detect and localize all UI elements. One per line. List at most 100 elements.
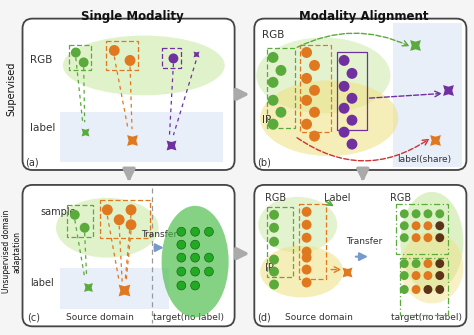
- Circle shape: [435, 221, 444, 230]
- Ellipse shape: [63, 36, 225, 95]
- Text: label(share): label(share): [397, 155, 451, 164]
- Bar: [60, 112, 223, 162]
- Text: sample: sample: [40, 207, 76, 217]
- Ellipse shape: [56, 198, 159, 258]
- Circle shape: [177, 227, 186, 236]
- Circle shape: [71, 48, 81, 58]
- Circle shape: [269, 210, 279, 220]
- Circle shape: [338, 81, 349, 92]
- Circle shape: [423, 285, 432, 294]
- Circle shape: [102, 204, 113, 215]
- Circle shape: [423, 221, 432, 230]
- Circle shape: [309, 85, 320, 96]
- Circle shape: [400, 285, 409, 294]
- Circle shape: [435, 271, 444, 280]
- Circle shape: [301, 247, 311, 257]
- Circle shape: [204, 227, 213, 236]
- Text: RGB: RGB: [30, 56, 53, 65]
- Ellipse shape: [260, 246, 343, 297]
- Bar: [69, 45, 91, 70]
- Bar: [67, 205, 92, 237]
- Circle shape: [400, 259, 409, 268]
- Circle shape: [400, 221, 409, 230]
- Text: Transfer: Transfer: [346, 237, 382, 246]
- Text: (a): (a): [26, 157, 39, 167]
- Circle shape: [309, 131, 320, 142]
- Circle shape: [268, 119, 279, 130]
- Circle shape: [411, 285, 420, 294]
- Circle shape: [109, 45, 119, 56]
- Bar: [300, 45, 331, 132]
- Text: label: label: [30, 123, 56, 133]
- Text: (d): (d): [257, 312, 271, 322]
- Circle shape: [423, 271, 432, 280]
- Circle shape: [268, 95, 279, 106]
- Bar: [106, 41, 138, 70]
- Circle shape: [435, 209, 444, 218]
- Text: RGB: RGB: [265, 193, 286, 203]
- Bar: [60, 268, 168, 310]
- Circle shape: [301, 207, 311, 217]
- Circle shape: [301, 253, 311, 263]
- Ellipse shape: [401, 192, 464, 291]
- Circle shape: [309, 60, 320, 71]
- Bar: [267, 49, 295, 128]
- Circle shape: [114, 214, 125, 225]
- Circle shape: [423, 259, 432, 268]
- Circle shape: [435, 233, 444, 242]
- Ellipse shape: [401, 232, 464, 304]
- Ellipse shape: [256, 38, 391, 113]
- Text: target(no label): target(no label): [153, 313, 224, 322]
- Ellipse shape: [258, 197, 337, 253]
- Circle shape: [191, 253, 200, 262]
- Circle shape: [301, 73, 312, 84]
- Bar: [100, 200, 150, 238]
- Circle shape: [191, 281, 200, 290]
- Circle shape: [70, 210, 80, 220]
- Text: Transfer: Transfer: [141, 230, 177, 239]
- Circle shape: [346, 115, 357, 126]
- Circle shape: [269, 267, 279, 277]
- Circle shape: [411, 209, 420, 218]
- Bar: [162, 49, 182, 68]
- Circle shape: [346, 68, 357, 79]
- Circle shape: [301, 119, 312, 130]
- Circle shape: [168, 54, 178, 63]
- Text: Modality Alignment: Modality Alignment: [299, 10, 428, 23]
- Circle shape: [423, 233, 432, 242]
- Circle shape: [301, 220, 311, 230]
- Circle shape: [269, 279, 279, 289]
- Bar: [401, 258, 447, 315]
- Circle shape: [204, 267, 213, 276]
- Circle shape: [301, 265, 311, 275]
- Circle shape: [79, 58, 89, 67]
- Text: (c): (c): [27, 312, 40, 322]
- Circle shape: [269, 237, 279, 247]
- Circle shape: [269, 223, 279, 233]
- Text: Unsupervised domain
adaptation: Unsupervised domain adaptation: [2, 210, 21, 293]
- Circle shape: [177, 281, 186, 290]
- Text: target(no label): target(no label): [392, 313, 463, 322]
- Circle shape: [126, 219, 137, 230]
- FancyBboxPatch shape: [22, 185, 235, 326]
- Circle shape: [191, 227, 200, 236]
- Circle shape: [126, 204, 137, 215]
- Circle shape: [400, 233, 409, 242]
- FancyBboxPatch shape: [255, 185, 466, 326]
- Circle shape: [338, 55, 349, 66]
- FancyBboxPatch shape: [22, 19, 235, 170]
- Circle shape: [411, 271, 420, 280]
- Circle shape: [411, 259, 420, 268]
- Text: Label: Label: [324, 193, 351, 203]
- Bar: [267, 207, 293, 277]
- Ellipse shape: [162, 206, 228, 317]
- Circle shape: [346, 93, 357, 104]
- Text: RGB: RGB: [391, 193, 411, 203]
- Bar: [299, 204, 326, 278]
- Circle shape: [268, 52, 279, 63]
- Circle shape: [338, 103, 349, 114]
- Bar: [396, 204, 447, 254]
- Circle shape: [177, 240, 186, 249]
- Circle shape: [191, 267, 200, 276]
- Text: Source domain: Source domain: [285, 313, 353, 322]
